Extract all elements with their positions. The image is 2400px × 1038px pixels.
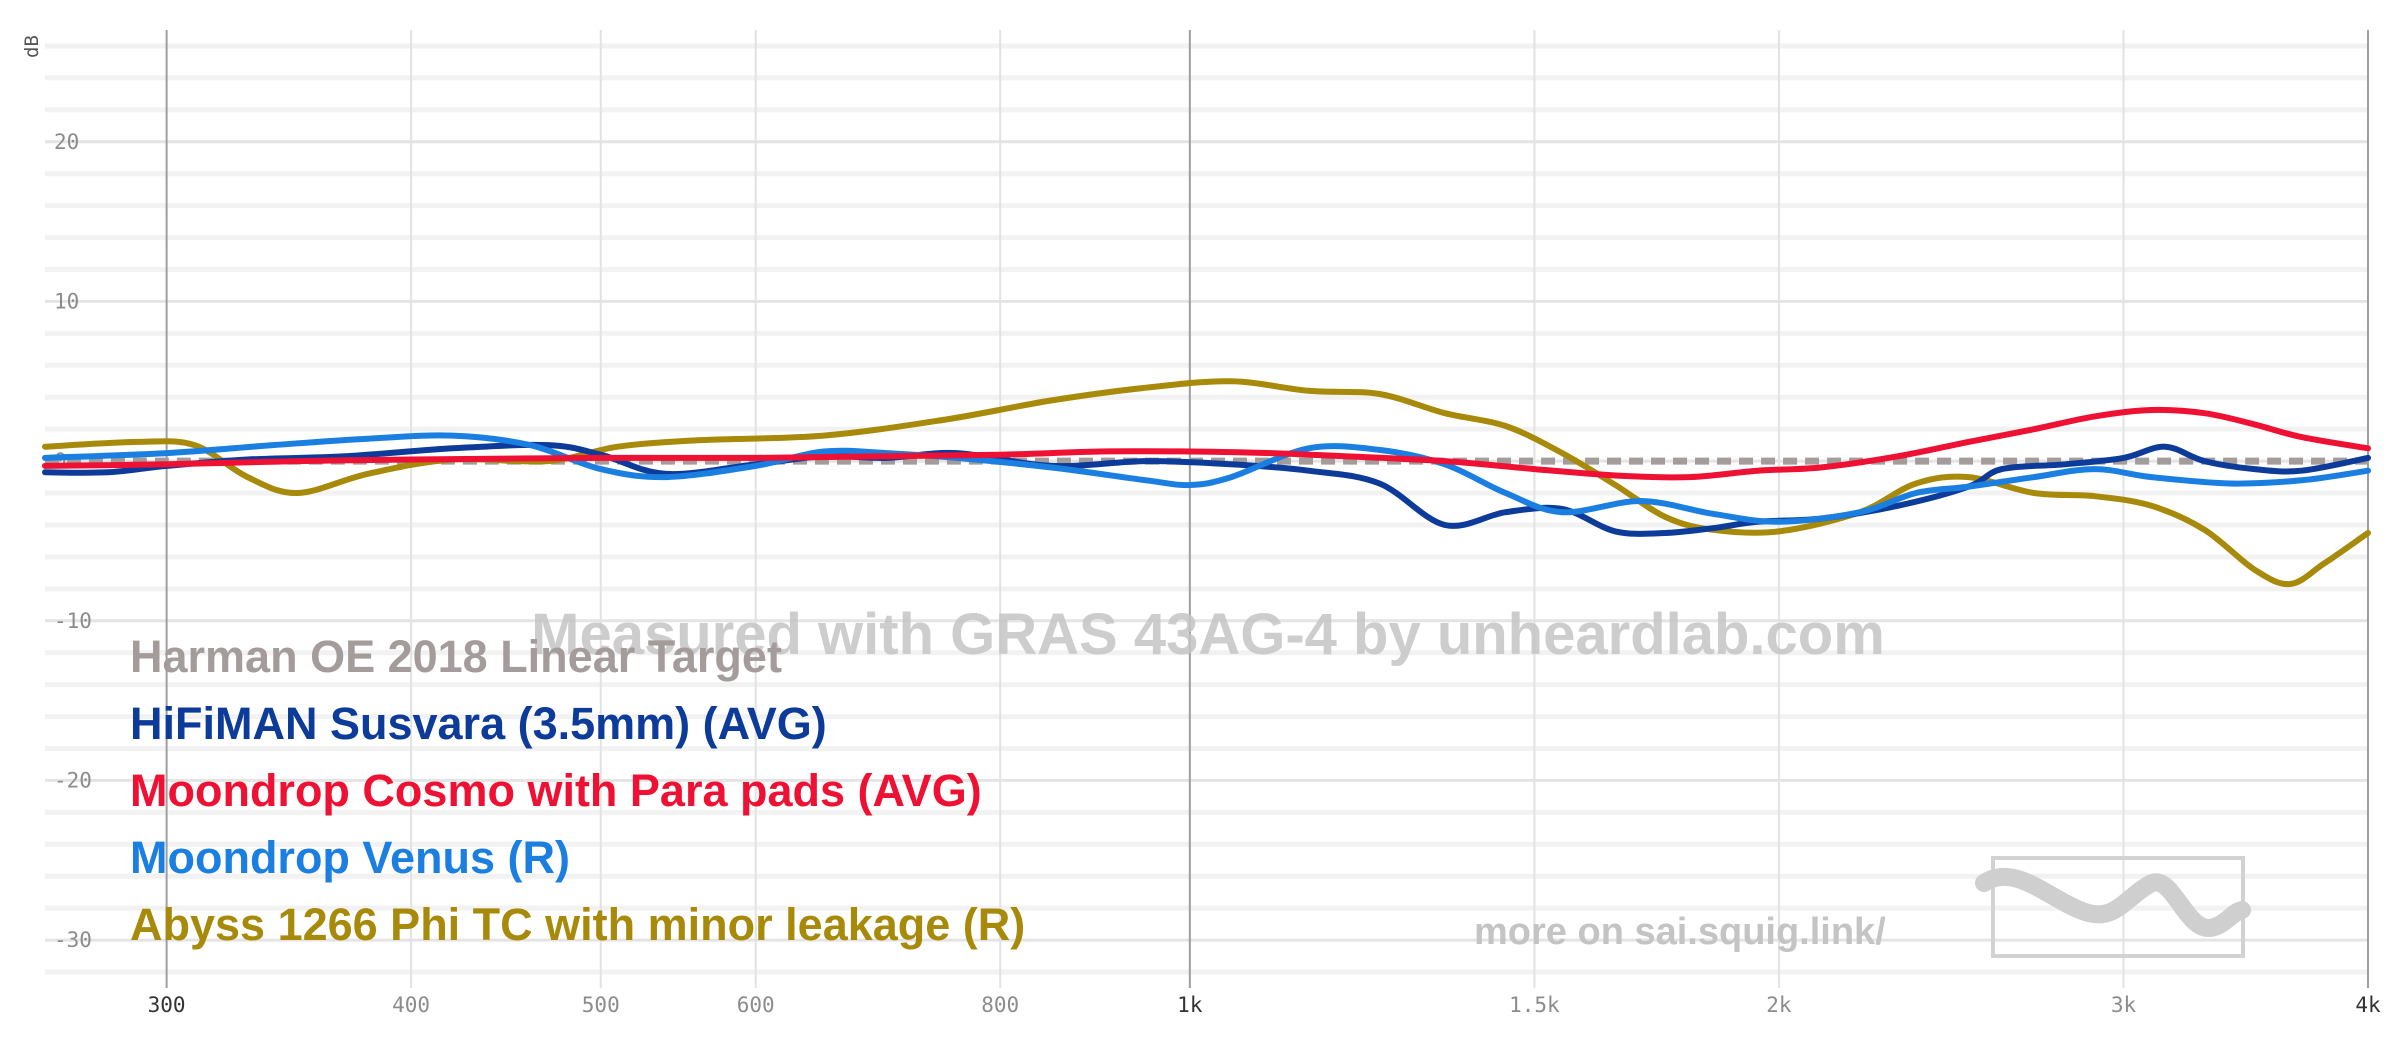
y-tick-label: 10 (54, 289, 79, 313)
y-tick-label: -10 (54, 609, 92, 633)
series-line (42, 432, 2371, 525)
y-axis-unit-label: dB (21, 35, 43, 58)
x-tick-label: 300 (148, 993, 186, 1017)
legend-entry[interactable]: Moondrop Venus (R) (130, 832, 570, 883)
x-tick-label: 2k (1766, 993, 1792, 1017)
grid (45, 30, 2369, 988)
legend[interactable]: Harman OE 2018 Linear Target HiFiMAN Susv… (130, 631, 1025, 950)
y-tick-label: -30 (54, 928, 92, 952)
more-link[interactable]: more on sai.squig.link/ (1474, 911, 1886, 953)
x-axis-ticks: 300 400 500 600 800 1k 1.5k 2k 3k 4k (148, 993, 2381, 1017)
y-tick-label: 20 (54, 130, 79, 154)
x-tick-label: 1.5k (1509, 993, 1560, 1017)
y-tick-label: -20 (54, 768, 92, 792)
series-line (42, 406, 2371, 481)
squiggle-logo-icon (1975, 856, 2251, 958)
legend-entry[interactable]: Moondrop Cosmo with Para pads (AVG) (130, 765, 982, 816)
x-tick-label: 4k (2355, 993, 2381, 1017)
x-tick-label: 800 (981, 993, 1019, 1017)
legend-entry[interactable]: Harman OE 2018 Linear Target (130, 631, 782, 682)
x-tick-label: 600 (737, 993, 775, 1017)
legend-entry[interactable]: HiFiMAN Susvara (3.5mm) (AVG) (130, 698, 827, 749)
series-line (42, 441, 2371, 537)
x-tick-label: 1k (1177, 993, 1203, 1017)
x-tick-label: 3k (2111, 993, 2137, 1017)
x-tick-label: 500 (582, 993, 620, 1017)
x-tick-label: 400 (392, 993, 430, 1017)
series-lines (42, 378, 2371, 588)
watermark-text: Measured with GRAS 43AG-4 by unheardlab.… (531, 602, 1885, 667)
legend-entry[interactable]: Abyss 1266 Phi TC with minor leakage (R) (130, 899, 1025, 950)
